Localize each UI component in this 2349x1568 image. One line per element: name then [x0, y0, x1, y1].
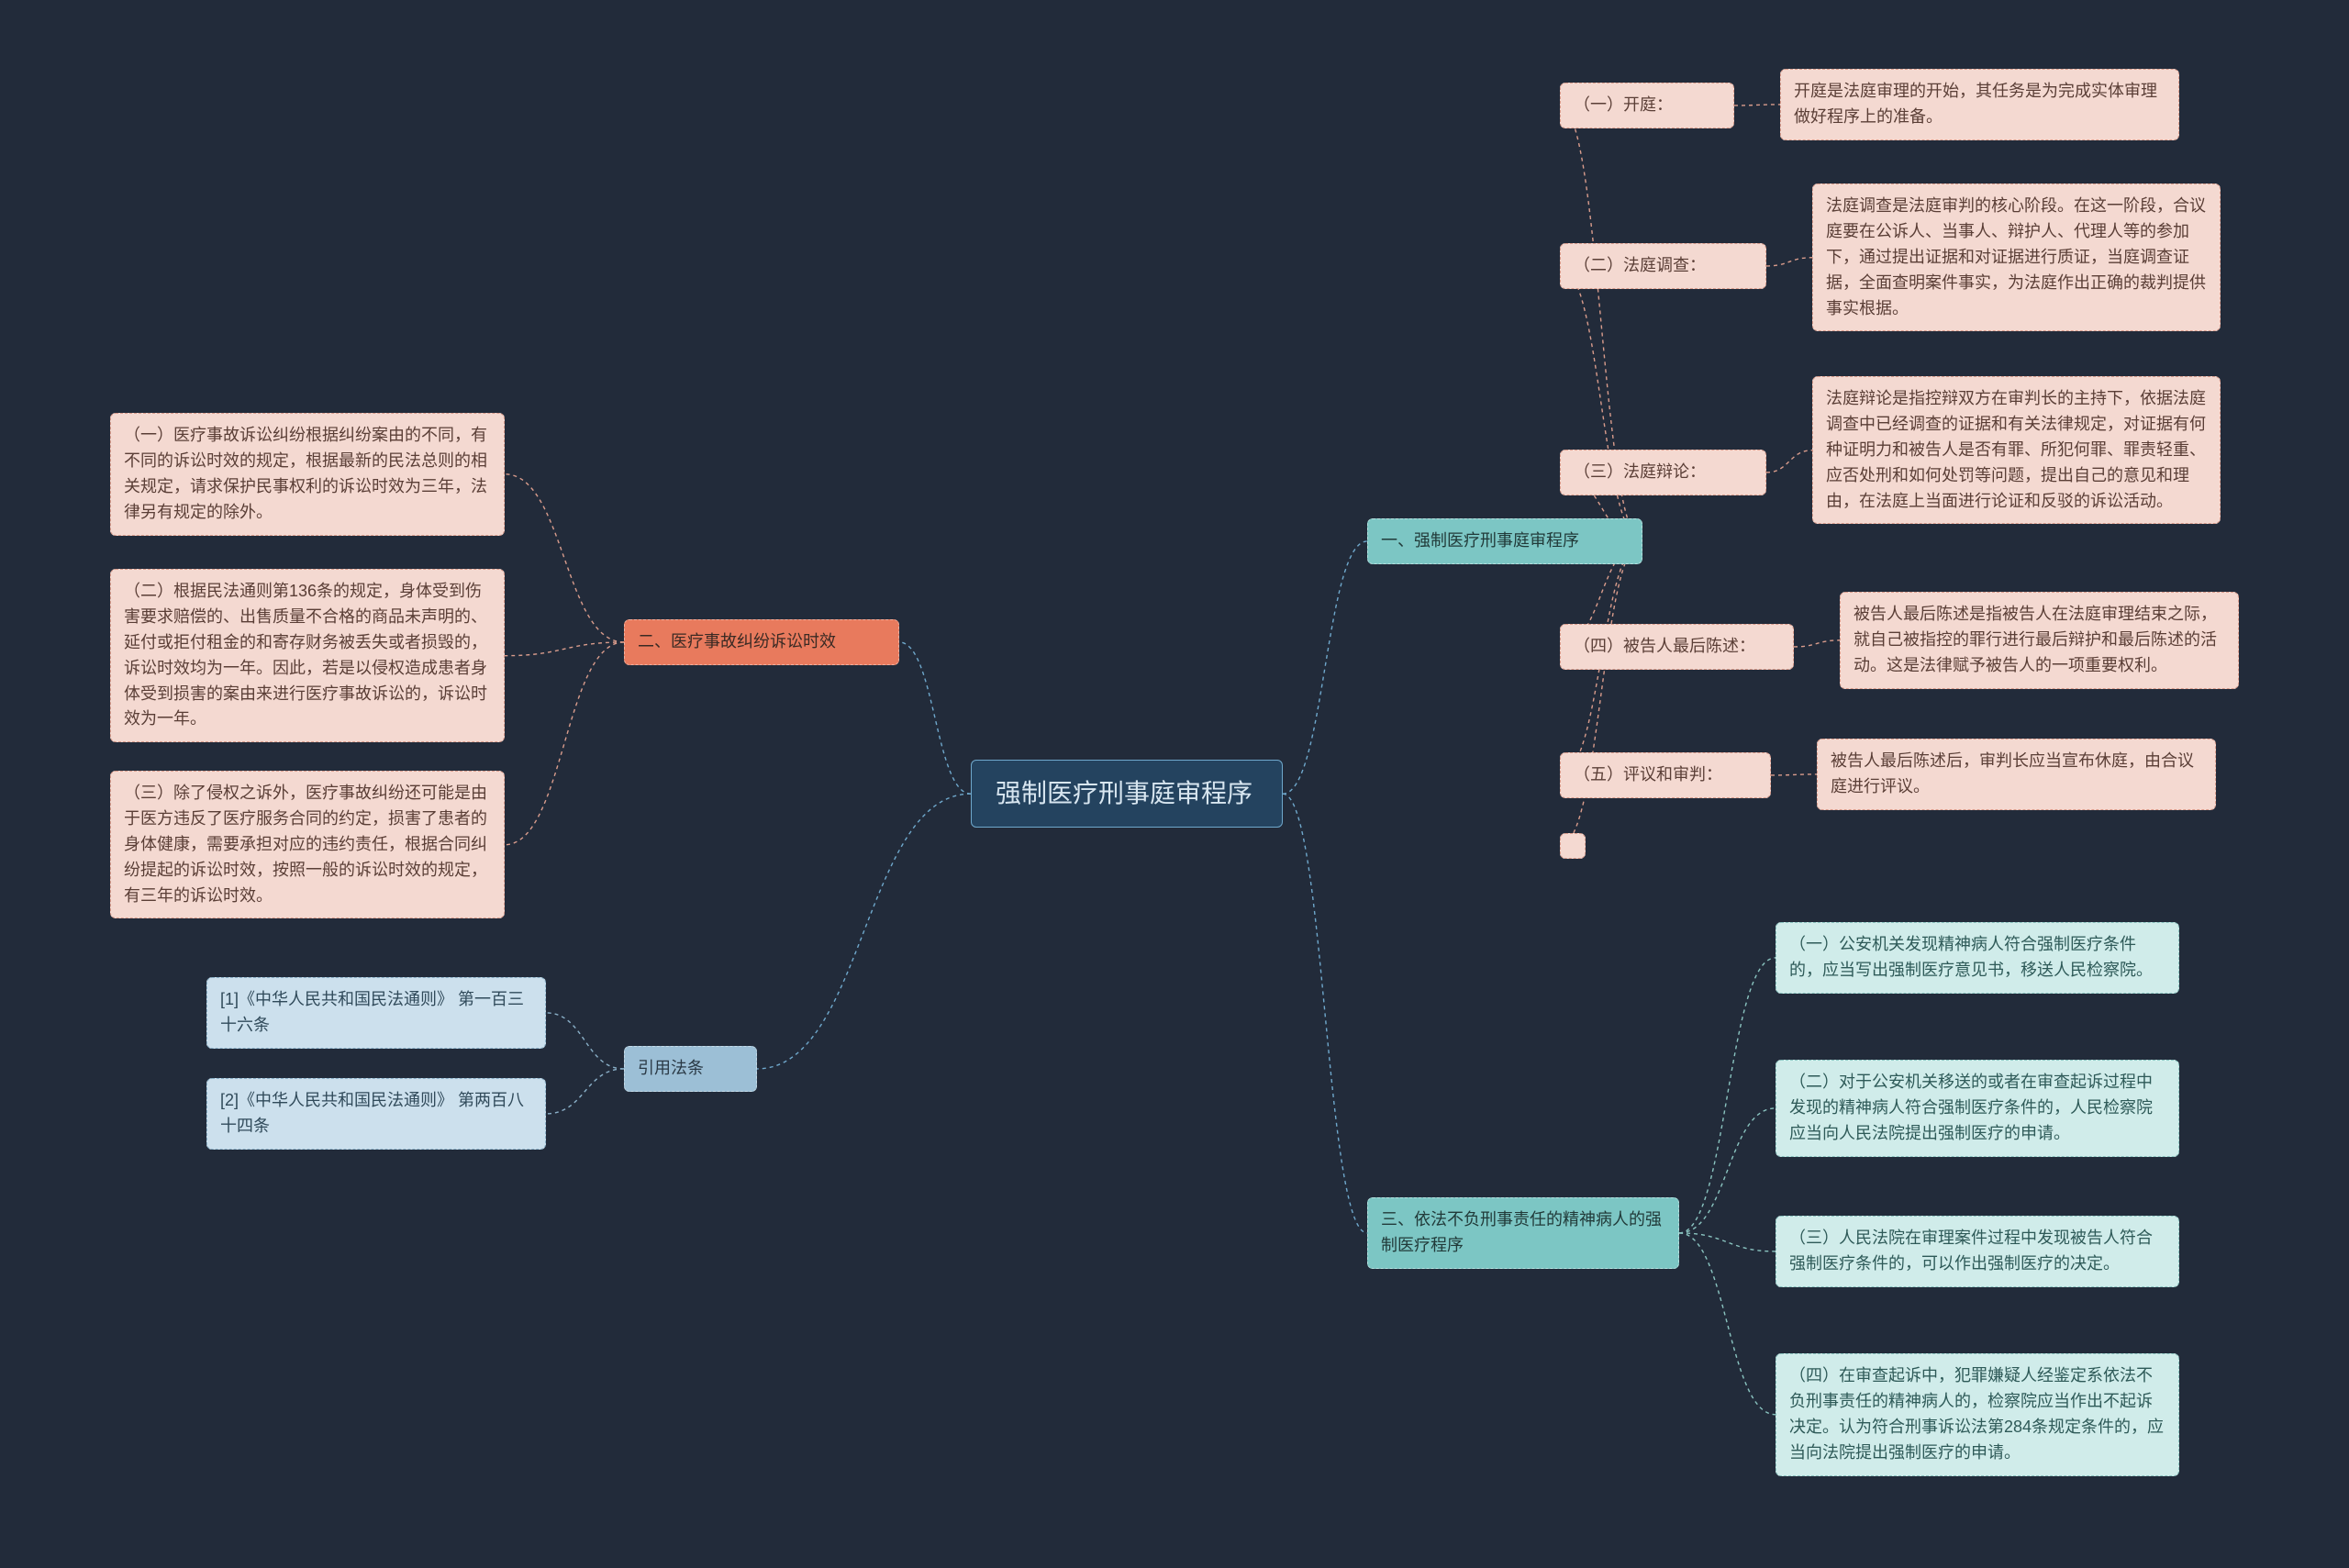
node-final-statement-desc: 被告人最后陈述是指被告人在法庭审理结束之际，就自己被指控的罪行进行最后辩护和最后…	[1840, 592, 2239, 689]
node-investigation: （二）法庭调查：	[1560, 243, 1766, 289]
node-investigation-desc: 法庭调查是法庭审判的核心阶段。在这一阶段，合议庭要在公诉人、当事人、辩护人、代理…	[1812, 183, 2221, 331]
node-prosecutor-apply: （二）对于公安机关移送的或者在审查起诉过程中发现的精神病人符合强制医疗条件的，人…	[1776, 1060, 2179, 1157]
node-limitation-tort: （二）根据民法通则第136条的规定，身体受到伤害要求赔偿的、出售质量不合格的商品…	[110, 569, 505, 742]
node-limitation-general: （一）医疗事故诉讼纠纷根据纠纷案由的不同，有不同的诉讼时效的规定，根据最新的民法…	[110, 413, 505, 536]
node-deliberation-desc: 被告人最后陈述后，审判长应当宣布休庭，由合议庭进行评议。	[1817, 739, 2216, 810]
node-deliberation: （五）评议和审判：	[1560, 752, 1771, 798]
node-court-decide: （三）人民法院在审理案件过程中发现被告人符合强制医疗条件的，可以作出强制医疗的决…	[1776, 1216, 2179, 1287]
branch-cited-laws: 引用法条	[624, 1046, 757, 1092]
node-empty	[1560, 833, 1586, 859]
node-law-136: [1]《中华人民共和国民法通则》 第一百三十六条	[206, 977, 546, 1049]
node-police-discover: （一）公安机关发现精神病人符合强制医疗条件的，应当写出强制医疗意见书，移送人民检…	[1776, 922, 2179, 994]
branch-litigation-limitation: 二、医疗事故纠纷诉讼时效	[624, 619, 899, 665]
root-node: 强制医疗刑事庭审程序	[971, 760, 1283, 828]
node-debate-desc: 法庭辩论是指控辩双方在审判长的主持下，依据法庭调查中已经调查的证据和有关法律规定…	[1812, 376, 2221, 524]
node-final-statement: （四）被告人最后陈述：	[1560, 624, 1794, 670]
branch-trial-procedure: 一、强制医疗刑事庭审程序	[1367, 518, 1642, 564]
node-opening-desc: 开庭是法庭审理的开始，其任务是为完成实体审理做好程序上的准备。	[1780, 69, 2179, 140]
branch-mental-patient-procedure: 三、依法不负刑事责任的精神病人的强制医疗程序	[1367, 1197, 1679, 1269]
mindmap-canvas: 强制医疗刑事庭审程序 一、强制医疗刑事庭审程序 （一）开庭： 开庭是法庭审理的开…	[0, 0, 2349, 1568]
node-no-prosecution: （四）在审查起诉中，犯罪嫌疑人经鉴定系依法不负刑事责任的精神病人的，检察院应当作…	[1776, 1353, 2179, 1476]
node-opening: （一）开庭：	[1560, 83, 1734, 128]
node-law-284: [2]《中华人民共和国民法通则》 第两百八十四条	[206, 1078, 546, 1150]
node-limitation-contract: （三）除了侵权之诉外，医疗事故纠纷还可能是由于医方违反了医疗服务合同的约定，损害…	[110, 771, 505, 918]
node-debate: （三）法庭辩论：	[1560, 450, 1766, 495]
